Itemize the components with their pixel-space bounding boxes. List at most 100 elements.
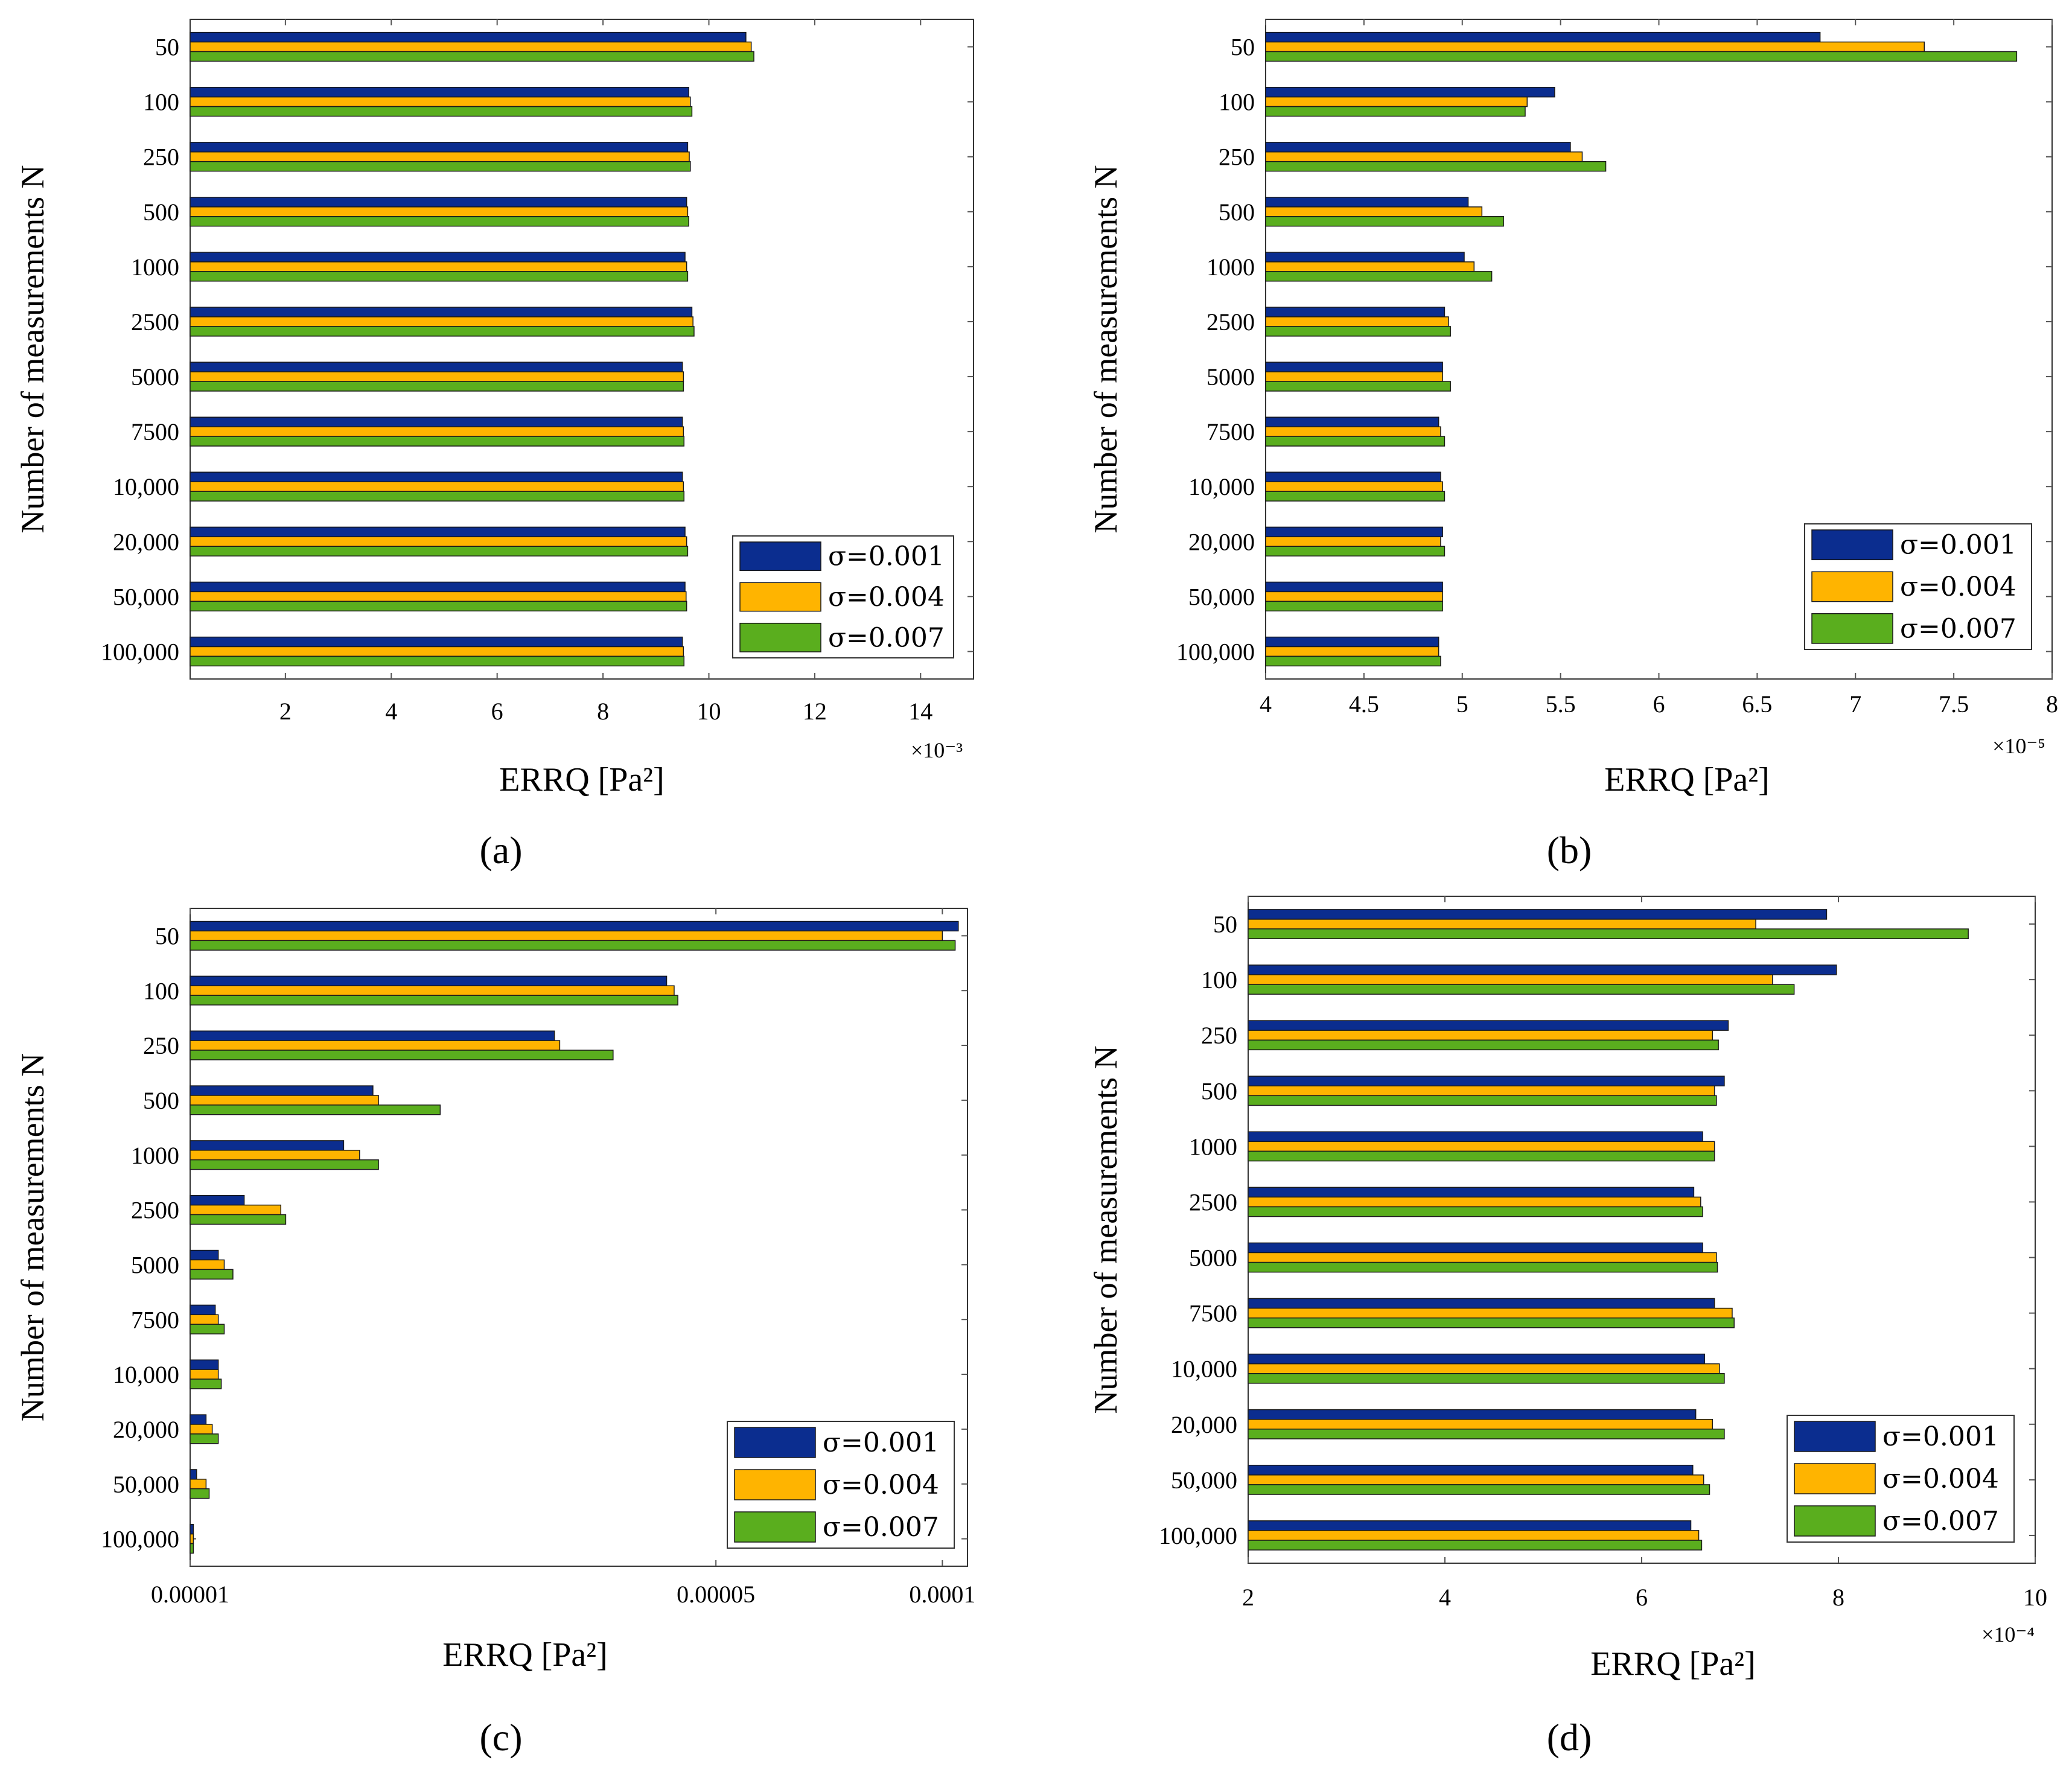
bar-1000-s1 xyxy=(1248,1131,1703,1143)
bar-2500-s1 xyxy=(1265,307,1446,317)
y-tick-label: 10,000 xyxy=(113,473,179,500)
y-tick-label: 1000 xyxy=(1207,253,1255,281)
x-tick-label: 12 xyxy=(803,698,827,725)
bar-5000-s3 xyxy=(190,381,684,392)
bar-5000-s1 xyxy=(1265,362,1443,372)
x-tick-label: 4 xyxy=(385,698,397,725)
bar-5000-s2 xyxy=(1265,371,1443,382)
bar-100-s2 xyxy=(190,96,691,107)
y-tick-label: 5000 xyxy=(1189,1245,1237,1272)
bar-250-s1 xyxy=(190,142,689,153)
bar-7500-s2 xyxy=(1248,1307,1733,1319)
bar-10000-s1 xyxy=(190,1359,219,1370)
y-tick-label: 5000 xyxy=(1207,363,1255,390)
bar-50000-s2 xyxy=(190,591,687,602)
chart-panel-d: 50 100 250 500 1000 2500 5000 7500 10,000 20,000 5… xyxy=(1088,896,2047,1759)
legend-entry: σ=0.004 xyxy=(1900,572,2016,602)
bar-100000-s3 xyxy=(190,1543,194,1554)
y-tick-label: 50,000 xyxy=(1188,583,1255,610)
bar-250-s3 xyxy=(1248,1039,1719,1051)
y-tick-label: 1000 xyxy=(1189,1133,1237,1160)
bar-50-s1 xyxy=(1265,31,1821,43)
bar-10000-s2 xyxy=(190,481,684,492)
bar-250-s3 xyxy=(1265,161,1607,172)
bar-50000-s3 xyxy=(1248,1484,1710,1495)
bar-250-s2 xyxy=(1248,1030,1713,1041)
y-axis-title: Number of measurements N xyxy=(14,1053,51,1421)
x-tick-label: 8 xyxy=(2046,690,2058,718)
bar-100000-s3 xyxy=(190,655,685,667)
x-axis-multiplier: ×10⁻³ xyxy=(911,738,963,762)
x-tick-label: 2 xyxy=(279,698,292,725)
bar-50-s3 xyxy=(1265,51,2018,62)
bar-100-s1 xyxy=(190,975,668,987)
bar-20000-s3 xyxy=(190,1433,219,1444)
bar-2500-s2 xyxy=(1248,1196,1701,1208)
bar-50-s1 xyxy=(190,920,959,932)
legend-swatch xyxy=(1811,613,1893,644)
x-tick-label: 0.00005 xyxy=(677,1581,755,1608)
bar-100-s3 xyxy=(190,106,693,117)
legend-swatch xyxy=(739,582,821,612)
bar-1000-s3 xyxy=(1265,271,1493,282)
y-tick-label: 50 xyxy=(155,922,179,949)
legend-entry: σ=0.004 xyxy=(1882,1464,1999,1494)
bar-2500-s2 xyxy=(190,316,693,327)
x-tick-label: 8 xyxy=(597,698,609,725)
x-tick-label: 4 xyxy=(1260,690,1272,718)
y-tick-label: 250 xyxy=(143,144,179,171)
bar-5000-s2 xyxy=(190,1259,225,1270)
bar-50-s2 xyxy=(1265,41,1925,53)
y-tick-label: 500 xyxy=(1219,199,1255,226)
x-tick-label: 5.5 xyxy=(1546,690,1576,718)
bar-5000-s2 xyxy=(190,371,684,382)
bar-500-s2 xyxy=(190,1095,379,1106)
legend-entry: σ=0.001 xyxy=(1882,1421,1999,1452)
bar-5000-s3 xyxy=(190,1269,234,1280)
y-tick-label: 10,000 xyxy=(1188,473,1255,500)
bar-500-s3 xyxy=(1265,216,1504,227)
bar-2500-s1 xyxy=(1248,1187,1695,1198)
x-tick-label: 6 xyxy=(491,698,503,725)
bar-1000-s2 xyxy=(1265,261,1475,272)
bar-20000-s2 xyxy=(1248,1418,1713,1430)
bar-2500-s3 xyxy=(190,1214,287,1225)
x-tick-label: 14 xyxy=(908,698,932,725)
x-axis-multiplier: ×10⁻⁵ xyxy=(1992,734,2045,758)
y-tick-label: 2500 xyxy=(131,1197,179,1224)
bar-2500-s2 xyxy=(1265,316,1449,327)
bar-1000-s1 xyxy=(190,252,686,263)
bar-500-s3 xyxy=(1248,1095,1717,1106)
bar-5000-s1 xyxy=(190,362,683,372)
y-tick-label: 100,000 xyxy=(101,1526,179,1553)
bar-5000-s2 xyxy=(1248,1252,1717,1263)
x-axis-title: ERRQ [Pa²] xyxy=(1590,1645,1755,1683)
bar-7500-s2 xyxy=(1265,426,1441,437)
x-tick-label: 6 xyxy=(1636,1584,1648,1611)
bar-100-s1 xyxy=(1265,86,1555,98)
y-tick-label: 10,000 xyxy=(113,1361,179,1388)
bar-100-s2 xyxy=(1265,96,1528,107)
y-tick-label: 2500 xyxy=(1207,308,1255,336)
bar-500-s1 xyxy=(1248,1076,1725,1086)
x-tick-label: 8 xyxy=(1832,1584,1844,1611)
y-tick-label: 100 xyxy=(1201,966,1237,993)
y-tick-label: 1000 xyxy=(131,1142,179,1169)
x-tick-label: 4.5 xyxy=(1349,690,1379,718)
y-tick-label: 7500 xyxy=(1189,1300,1237,1327)
bar-20000-s2 xyxy=(190,1424,213,1435)
bar-1000-s2 xyxy=(190,1150,360,1161)
bar-7500-s2 xyxy=(190,1314,219,1325)
bar-500-s1 xyxy=(190,1085,374,1096)
bar-250-s2 xyxy=(190,151,690,162)
y-tick-label: 500 xyxy=(143,1087,179,1114)
x-tick-label: 0.0001 xyxy=(909,1581,975,1608)
bar-7500-s3 xyxy=(1248,1317,1735,1328)
x-tick-label: 10 xyxy=(2023,1584,2047,1611)
bar-2500-s1 xyxy=(190,307,693,317)
x-tick-label: 7.5 xyxy=(1939,690,1969,718)
x-axis-multiplier: ×10⁻⁴ xyxy=(1981,1622,2035,1646)
bar-20000-s3 xyxy=(1265,546,1446,556)
bar-100000-s1 xyxy=(1248,1520,1692,1531)
bar-250-s1 xyxy=(1265,142,1571,153)
